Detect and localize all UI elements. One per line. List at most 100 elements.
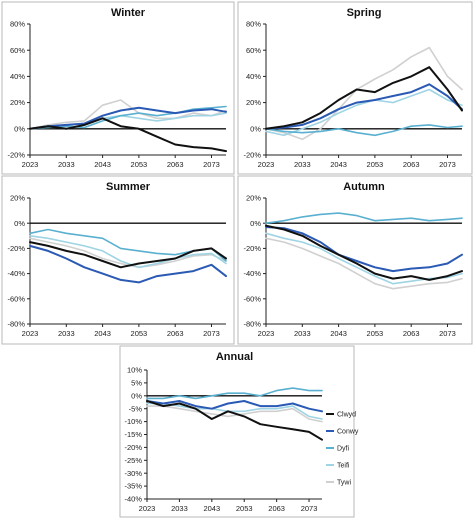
series-line-conwy [29,106,227,130]
panel-frame [119,345,355,518]
panel-title: Autumn [343,181,385,193]
panel-frame [1,1,235,175]
series-line-clwyd [29,117,227,153]
x-tick-label: 2023 [258,329,275,338]
legend-label-dyfi: Dyfi [337,446,350,453]
y-tick-label: 40% [10,72,25,81]
y-tick-label: -60% [243,294,261,303]
series-line-teifi [265,232,463,285]
y-tick-label: 20% [10,98,25,107]
y-tick-label: -35% [124,482,142,491]
y-tick-label: -30% [124,469,142,478]
series-line-clwyd [146,400,323,441]
legend: Clwyd Conwy Dyfi Teifi Tywi [326,412,359,487]
series-line-dyfi [265,212,463,224]
y-tick-label: 20% [10,194,25,203]
y-tick-label: -10% [124,417,142,426]
x-tick-label: 2063 [403,329,420,338]
legend-label-clwyd: Clwyd [337,412,356,419]
panel-title: Spring [347,7,382,19]
x-tick-label: 2043 [330,160,347,169]
y-tick-label: 0% [131,391,142,400]
y-tick-label: 5% [131,379,142,388]
series-line-teifi [265,88,463,137]
panel-spring: Spring -20% 0% 20% 40% 60% 80% 2023 2033 2043 2053… [237,1,473,175]
y-tick-label: -25% [124,456,142,465]
y-tick-label: -20% [7,151,25,160]
series-line-conwy [146,400,323,413]
x-tick-label: 2043 [94,160,111,169]
x-tick-label: 2043 [330,329,347,338]
y-tick-label: -5% [129,404,143,413]
y-tick-label: -40% [243,269,261,278]
y-tick-label: -20% [124,443,142,452]
y-tick-label: 10% [127,366,142,375]
x-tick-label: 2033 [171,504,188,513]
legend-label-conwy: Conwy [337,429,359,436]
y-tick-label: -20% [243,244,261,253]
y-tick-label: 20% [246,194,261,203]
y-tick-label: 0% [14,124,25,133]
panel-autumn: Autumn -80% -60% -40% -20% 0% 20% 2023 2033 2043 2… [237,175,473,345]
x-tick-label: 2063 [167,329,184,338]
panel-summer: Summer -80% -60% -40% -20% 0% 20% 2023 2033 2043 2… [1,175,235,345]
y-tick-label: -80% [7,320,25,329]
series-line-dyfi [265,124,463,137]
y-tick-label: 0% [14,219,25,228]
panel-title: Annual [216,351,253,363]
panel-winter: Winter -20% 0% 20% 40% 60% 80% 2023 2033 2043 2053… [1,1,235,175]
series-line-clwyd [29,241,227,269]
legend-label-teifi: Teifi [337,463,350,470]
series-line-tywi [29,99,227,130]
series-line-conwy [265,226,463,273]
y-tick-label: -40% [124,495,142,504]
y-tick-label: 40% [246,72,261,81]
series-line-conwy [265,83,463,130]
series-line-tywi [265,237,463,290]
x-tick-label: 2053 [131,160,148,169]
x-tick-label: 2063 [167,160,184,169]
y-tick-label: -60% [7,294,25,303]
x-tick-label: 2053 [367,329,384,338]
y-tick-label: -20% [7,244,25,253]
series-line-conwy [29,244,227,284]
x-tick-label: 2023 [258,160,275,169]
panel-frame [1,175,235,345]
panel-title: Summer [106,181,151,193]
y-tick-label: 80% [10,20,25,29]
series-line-clwyd [265,66,463,130]
y-tick-label: -20% [243,151,261,160]
series-line-teifi [146,402,323,420]
y-tick-label: 80% [246,20,261,29]
legend-label-tywi: Tywi [337,480,351,487]
series-line-clwyd [265,224,463,281]
x-tick-label: 2023 [139,504,156,513]
series-line-tywi [146,405,323,423]
y-tick-label: 0% [250,219,261,228]
x-tick-label: 2023 [22,329,39,338]
series-line-tywi [265,46,463,141]
x-tick-label: 2043 [94,329,111,338]
x-tick-label: 2053 [131,329,148,338]
x-tick-label: 2073 [439,329,456,338]
y-tick-label: 60% [10,46,25,55]
x-tick-label: 2073 [301,504,318,513]
x-tick-label: 2053 [236,504,253,513]
series-line-dyfi [146,387,323,400]
x-tick-label: 2043 [203,504,220,513]
x-tick-label: 2033 [294,329,311,338]
panel-frame [237,1,473,175]
x-tick-label: 2033 [58,329,75,338]
x-tick-label: 2033 [58,160,75,169]
panel-title: Winter [111,7,146,19]
x-tick-label: 2063 [268,504,285,513]
y-tick-label: -40% [7,269,25,278]
y-tick-label: -15% [124,430,142,439]
panel-annual: Annual -40% -35% -30% -25% -20% -15% -10% -5% 0% 5… [119,345,359,518]
panel-frame [237,175,473,345]
y-tick-label: 20% [246,98,261,107]
y-tick-label: 60% [246,46,261,55]
x-tick-label: 2073 [203,160,220,169]
series-line-dyfi [29,105,227,130]
